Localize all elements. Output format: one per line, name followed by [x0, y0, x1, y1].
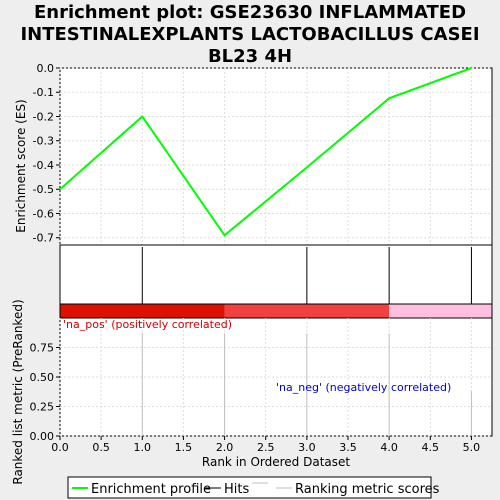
es-y-tick-label: -0.2	[33, 110, 54, 123]
es-y-tick-label: -0.4	[33, 159, 54, 172]
legend-label: Ranking metric scores	[295, 482, 440, 497]
legend-label: Enrichment profile	[91, 482, 211, 497]
x-tick-label: 5.0	[463, 441, 481, 454]
es-y-tick-label: 0.0	[37, 62, 55, 75]
x-tick-label: 4.0	[380, 441, 398, 454]
rank-y-tick-label: 0.75	[30, 342, 55, 355]
es-y-tick-label: -0.1	[33, 86, 54, 99]
es-panel	[59, 67, 493, 246]
legend-box	[67, 476, 432, 499]
color-bar-segment	[224, 304, 390, 318]
color-bar-segment	[389, 304, 492, 318]
x-tick-label: 2.5	[257, 441, 275, 454]
rank-y-tick-label: 0.50	[30, 371, 55, 384]
ranking-y-axis-label: Ranked list metric (PreRanked)	[11, 299, 25, 484]
enrichment-profile-line	[59, 67, 472, 237]
x-axis-label: Rank in Ordered Dataset	[202, 455, 350, 469]
x-tick-label: 3.5	[339, 441, 357, 454]
x-tick-label: 0.5	[92, 441, 110, 454]
rank-y-tick-label: 0.00	[30, 430, 55, 443]
chart-title: Enrichment plot: GSE23630 INFLAMMATED IN…	[20, 2, 480, 67]
legend-label: Hits	[224, 482, 249, 497]
x-tick-label: 1.5	[175, 441, 193, 454]
x-tick-label: 1.0	[134, 441, 152, 454]
x-tick-label: 3.0	[298, 441, 316, 454]
es-y-tick-label: -0.5	[33, 183, 54, 196]
positive-correlation-label: 'na_pos' (positively correlated)	[63, 318, 232, 331]
es-y-axis-label: Enrichment score (ES)	[14, 99, 28, 232]
es-y-tick-label: -0.7	[33, 232, 54, 245]
negative-correlation-label: 'na_neg' (negatively correlated)	[276, 381, 451, 394]
x-tick-label: 2.0	[216, 441, 234, 454]
hits-panel	[59, 244, 493, 305]
color-bar-segment	[60, 304, 225, 318]
es-y-tick-label: -0.3	[33, 135, 54, 148]
rank-y-tick-label: 0.25	[30, 401, 55, 414]
x-tick-label: 4.5	[422, 441, 440, 454]
x-tick-label: 0.0	[51, 441, 69, 454]
es-y-tick-label: -0.6	[33, 207, 54, 220]
